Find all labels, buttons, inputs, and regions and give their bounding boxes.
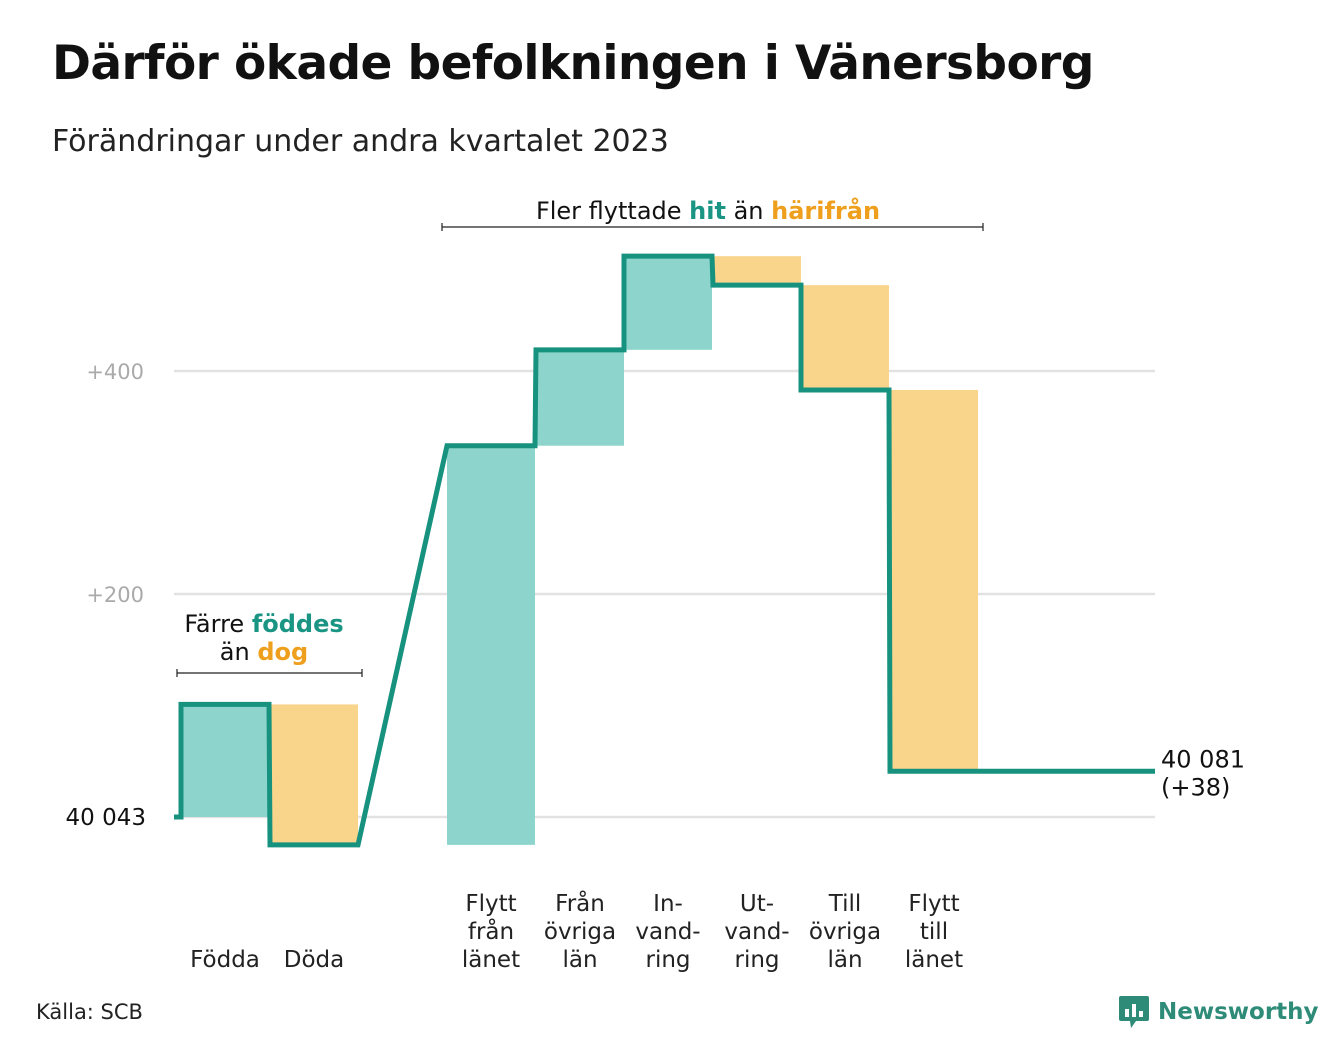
- newsworthy-logo-icon: [1119, 996, 1149, 1028]
- category-label-line: Till: [828, 891, 862, 917]
- category-label-line: In-: [653, 891, 683, 917]
- category-label: Döda: [284, 947, 344, 973]
- y-tick-label: +200: [86, 583, 144, 607]
- births-hit-word: föddes: [252, 610, 344, 638]
- newsworthy-brand[interactable]: Newsworthy: [1118, 994, 1319, 1030]
- category-label: Flytt till länet: [905, 891, 963, 973]
- moves-away-word: härifrån: [771, 196, 880, 225]
- chart-subtitle: Förändringar under andra kvartalet 2023: [52, 124, 669, 159]
- start-value-label: 40 043: [66, 805, 146, 831]
- category-label-line: ring: [734, 947, 779, 973]
- category-label: Födda: [190, 947, 260, 973]
- increase-bar: [447, 445, 535, 845]
- category-label-line: övriga: [544, 919, 616, 945]
- moves-middle: än: [726, 197, 771, 225]
- decrease-bar: [713, 256, 801, 286]
- increase-bar: [624, 256, 712, 350]
- births-annotation-line1: Färre föddes: [184, 610, 343, 638]
- increase-bar: [181, 704, 269, 817]
- category-label: Ut-vand-ring: [724, 891, 789, 973]
- moves-hit-word: hit: [689, 197, 726, 225]
- category-label-line: från: [468, 917, 514, 945]
- source-note: Källa: SCB: [36, 1000, 143, 1024]
- decrease-bar: [270, 704, 358, 845]
- births-annotation-line2: än dog: [220, 638, 308, 666]
- category-label-line: till: [920, 919, 948, 945]
- brand-name: Newsworthy: [1158, 999, 1319, 1025]
- moves-prefix: Fler flyttade: [536, 197, 689, 225]
- category-label-line: Flytt: [908, 891, 959, 917]
- category-label-line: länet: [905, 947, 963, 973]
- births-middle: än: [220, 638, 258, 666]
- end-value-label: 40 081: [1161, 745, 1245, 773]
- moves-bracket: [441, 223, 984, 231]
- end-change-label: (+38): [1161, 773, 1230, 801]
- running-total-line: [174, 253, 1155, 848]
- category-label-line: vand-: [635, 919, 700, 945]
- y-tick-label: +400: [86, 360, 144, 384]
- category-label-line: länet: [462, 947, 520, 973]
- category-label-line: Flytt: [465, 891, 516, 917]
- category-label-line: Födda: [190, 947, 260, 973]
- decrease-bar: [801, 285, 889, 390]
- category-label-line: län: [562, 947, 597, 973]
- category-label: Från övriga län: [544, 889, 616, 973]
- births-prefix: Färre: [184, 610, 252, 638]
- category-label-line: ring: [645, 947, 690, 973]
- category-label: Till övriga län: [809, 891, 881, 973]
- category-label-line: Från: [555, 889, 605, 917]
- increase-bar: [536, 349, 624, 446]
- births-away-word: dog: [257, 638, 308, 666]
- category-label: In-vand-ring: [635, 891, 700, 973]
- category-label: Flytt från länet: [462, 891, 520, 973]
- category-label-line: vand-: [724, 919, 789, 945]
- category-label-line: län: [827, 947, 862, 973]
- births-bracket: [176, 669, 363, 677]
- category-label-line: Ut-: [740, 891, 774, 917]
- category-label-line: Döda: [284, 947, 344, 973]
- chart-title: Därför ökade befolkningen i Vänersborg: [52, 36, 1094, 91]
- decrease-bar: [890, 389, 978, 772]
- category-label-line: övriga: [809, 919, 881, 945]
- moves-annotation: Fler flyttade hit än härifrån: [536, 196, 880, 225]
